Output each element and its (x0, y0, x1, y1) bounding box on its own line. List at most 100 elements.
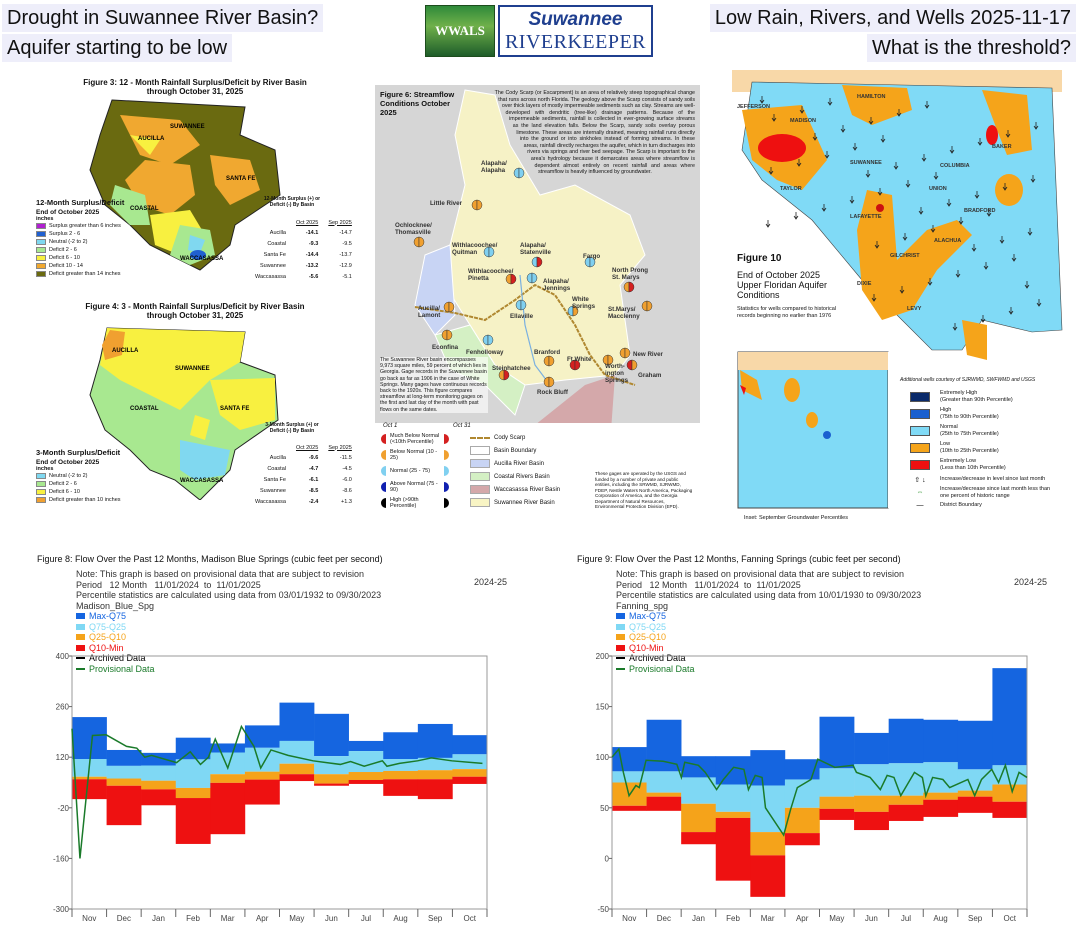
table-row: Coastal -9.3 -9.5 (250, 238, 357, 249)
map-legend-item: Aucilla River Basin (470, 457, 580, 470)
aquifer-legend-item: Normal (25th to 75th Percentile) (910, 422, 1080, 439)
gauge-oct31-half (448, 301, 455, 313)
legend-swatch (36, 239, 46, 245)
y-tick-label: 50 (600, 804, 609, 813)
symbol-legend-item: ⇧ ↓ Increase/decrease in level since last… (910, 473, 1080, 486)
band-q75-q25 (348, 751, 384, 773)
gauge-marker[interactable] (513, 167, 525, 179)
band-q25-q10 (784, 807, 820, 834)
map-legend-item: Coastal Rivers Basin (470, 470, 580, 483)
band-q25-q10 (314, 774, 349, 784)
gauge-marker[interactable] (531, 256, 543, 268)
band-q75-q25 (175, 759, 211, 788)
basin-name: Aucilla (269, 454, 286, 461)
legend-swatch (616, 667, 625, 670)
gauge-marker[interactable] (498, 369, 510, 381)
y-tick-label: 0 (605, 854, 610, 863)
gauge-marker[interactable] (602, 354, 614, 366)
y-tick-label: -20 (57, 804, 69, 813)
band-max-q75 (72, 717, 107, 760)
legend-label: Q10-Min (629, 642, 664, 653)
gauge-marker[interactable] (482, 334, 494, 346)
gauge-marker[interactable] (515, 299, 527, 311)
gauge-marker[interactable] (584, 256, 596, 268)
legend-item: Deficit 6 - 10 (36, 254, 136, 262)
band-q10-min (348, 779, 384, 784)
chart-legend-item: Q75-Q25 (76, 622, 381, 633)
fig4-legend-sub: End of October 2025 (36, 459, 100, 466)
gauge-marker[interactable] (505, 273, 517, 285)
chart-legend-item: Q75-Q25 (616, 622, 921, 633)
gauge-marker[interactable] (543, 355, 555, 367)
fig3-basin-label: SUWANNEE (170, 124, 205, 130)
aquifer-legend-sub: (75th to 90th Percentile) (940, 413, 999, 420)
band-max-q75 (141, 752, 177, 766)
gauge-marker[interactable] (483, 246, 495, 258)
band-q25-q10 (681, 803, 717, 833)
decrease-arrow-icon (955, 270, 961, 278)
fig3-subtitle: through October 31, 2025 (146, 87, 244, 96)
band-q25-q10 (244, 771, 280, 780)
gauge-marker[interactable] (526, 272, 538, 284)
band-q10-min (819, 808, 855, 820)
y-tick-label: 120 (56, 753, 70, 762)
legend-swatch (36, 481, 46, 487)
legend-swatch (76, 613, 85, 620)
gauge-marker[interactable] (443, 301, 455, 313)
status-label: Normal (25 - 75) (390, 468, 431, 474)
gauge-label: Graham (638, 372, 662, 379)
band-q10-min (888, 804, 924, 821)
gauge-marker[interactable] (626, 359, 638, 371)
band-max-q75 (819, 716, 855, 769)
band-q25-q10 (279, 763, 315, 775)
gauge-marker[interactable] (441, 329, 453, 341)
gauge-marker[interactable] (567, 305, 579, 317)
riverkeeper-logo: Suwannee RIVERKEEPER (498, 5, 653, 57)
map-legend-item: Cody Scarp (470, 431, 580, 444)
fig3-table-title: 12-Month Surplus (+) or Deficit (-) By B… (263, 196, 321, 208)
gauge-marker[interactable] (543, 376, 555, 388)
gauge-oct31-half (589, 256, 596, 268)
fig3-map: AUCILLA SUWANNEE COASTAL SANTA FE WACCAS… (89, 99, 281, 271)
band-q10-min (210, 782, 246, 835)
legend-swatch (36, 247, 46, 253)
basin-name: Coastal (267, 465, 286, 472)
chart-site: Madison_Blue_Spg (76, 600, 155, 611)
map-legend-label: Basin Boundary (494, 447, 537, 454)
band-q25-q10 (854, 795, 889, 812)
county-label: HAMILTON (857, 94, 886, 100)
legend-swatch (76, 657, 85, 660)
county-label: LAFAYETTE (850, 214, 882, 220)
fig10-courtesy: Additional wells courtesy of SJRWMD, SWF… (900, 377, 1036, 383)
decrease-arrow-icon (877, 188, 883, 196)
band-q10-min (417, 779, 453, 800)
gauge-marker[interactable] (471, 199, 483, 211)
county-label: LEVY (907, 306, 922, 312)
legend-label: Neutral (-2 to 2) (49, 239, 88, 245)
decrease-arrow-icon (974, 191, 980, 199)
legend-item: Deficit 6 - 10 (36, 488, 136, 496)
decrease-arrow-icon (905, 180, 911, 188)
x-tick-label: Apr (796, 914, 809, 923)
status-right-half-icon (444, 482, 449, 492)
map-legend-label: Suwannee River Basin (494, 499, 555, 506)
fig4-table-title: 3-Month Surplus (+) or Deficit (-) By Ba… (265, 422, 319, 434)
gauge-marker[interactable] (619, 347, 631, 359)
band-max-q75 (612, 747, 647, 772)
band-q10-min (957, 796, 993, 813)
sep-value: -14.7 (339, 229, 352, 236)
gauge-marker[interactable] (413, 236, 425, 248)
band-max-q75 (957, 720, 993, 770)
decrease-arrow-icon (852, 143, 858, 151)
decrease-arrow-icon (849, 196, 855, 204)
gauge-label: St.Marys/ Macclenny (608, 306, 640, 320)
band-max-q75 (750, 750, 786, 786)
band-q75-q25 (244, 747, 280, 772)
gauge-marker[interactable] (569, 359, 581, 371)
decrease-arrow-icon (871, 294, 877, 302)
gauge-marker[interactable] (623, 281, 635, 293)
table-header: Oct 2025 Sep 2025 (250, 443, 357, 452)
fig3-basin-label: WACCASASSA (180, 256, 224, 262)
gauge-marker[interactable] (641, 300, 653, 312)
title-drought: Drought in Suwannee River Basin? (2, 4, 324, 32)
